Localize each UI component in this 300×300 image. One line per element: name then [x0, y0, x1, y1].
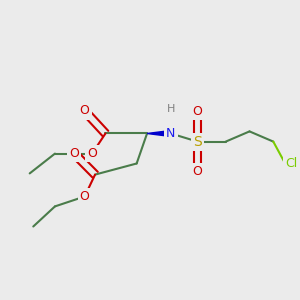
- Text: O: O: [69, 147, 79, 160]
- Text: O: O: [87, 147, 97, 160]
- Text: N: N: [166, 127, 176, 140]
- Text: O: O: [193, 165, 202, 178]
- Text: S: S: [193, 135, 202, 148]
- Polygon shape: [147, 130, 171, 136]
- Text: H: H: [167, 104, 175, 115]
- Text: Cl: Cl: [285, 157, 297, 170]
- Text: O: O: [80, 104, 90, 118]
- Text: O: O: [80, 190, 90, 203]
- Text: O: O: [193, 105, 202, 118]
